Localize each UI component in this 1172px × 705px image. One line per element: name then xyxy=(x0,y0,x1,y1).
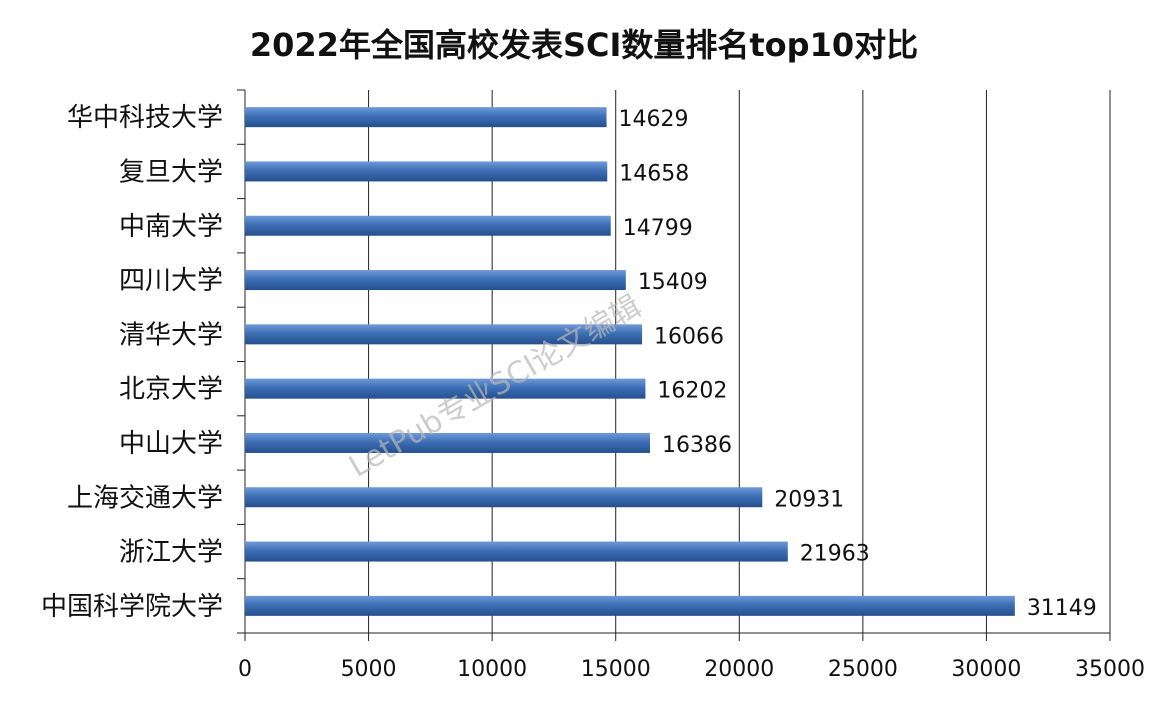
data-label: 20931 xyxy=(774,487,844,512)
x-tick-label: 0 xyxy=(238,657,252,682)
category-label: 中国科学院大学 xyxy=(41,592,223,622)
bar xyxy=(245,378,646,399)
bar xyxy=(245,161,608,182)
category-label: 清华大学 xyxy=(119,320,223,350)
x-tick-label: 10000 xyxy=(457,657,527,682)
bar xyxy=(245,215,611,236)
data-label: 16202 xyxy=(657,379,727,404)
bar xyxy=(245,487,763,508)
bar xyxy=(245,432,650,453)
category-label: 四川大学 xyxy=(119,266,223,296)
category-label: 上海交通大学 xyxy=(67,483,223,513)
x-tick-label: 15000 xyxy=(581,657,651,682)
x-tick-label: 25000 xyxy=(828,657,898,682)
bar xyxy=(245,270,626,291)
x-tick-label: 30000 xyxy=(951,657,1021,682)
x-tick-label: 5000 xyxy=(341,657,397,682)
chart-title: 2022年全国高校发表SCI数量排名top10对比 xyxy=(250,26,918,64)
data-label: 21963 xyxy=(800,542,870,567)
bar xyxy=(245,541,788,562)
x-tick-label: 20000 xyxy=(704,657,774,682)
data-label: 14629 xyxy=(619,107,689,132)
bar xyxy=(245,324,643,345)
data-label: 16386 xyxy=(662,433,732,458)
bar xyxy=(245,107,607,128)
data-label: 14799 xyxy=(623,216,693,241)
category-label: 复旦大学 xyxy=(119,157,223,187)
bar xyxy=(245,595,1015,616)
data-label: 16066 xyxy=(654,324,724,349)
data-label: 15409 xyxy=(638,270,708,295)
labels: 0 5000 10000 15000 20000 25000 30000 35000 华中科技大… xyxy=(41,103,1145,682)
category-label: 浙江大学 xyxy=(119,538,223,568)
category-label: 中南大学 xyxy=(119,212,223,242)
x-tick-label: 35000 xyxy=(1075,657,1145,682)
category-label: 中山大学 xyxy=(119,429,223,459)
bars xyxy=(245,107,1015,616)
category-label: 华中科技大学 xyxy=(67,103,223,133)
data-label: 31149 xyxy=(1027,596,1097,621)
category-label: 北京大学 xyxy=(119,375,223,405)
data-label: 14658 xyxy=(619,161,689,186)
